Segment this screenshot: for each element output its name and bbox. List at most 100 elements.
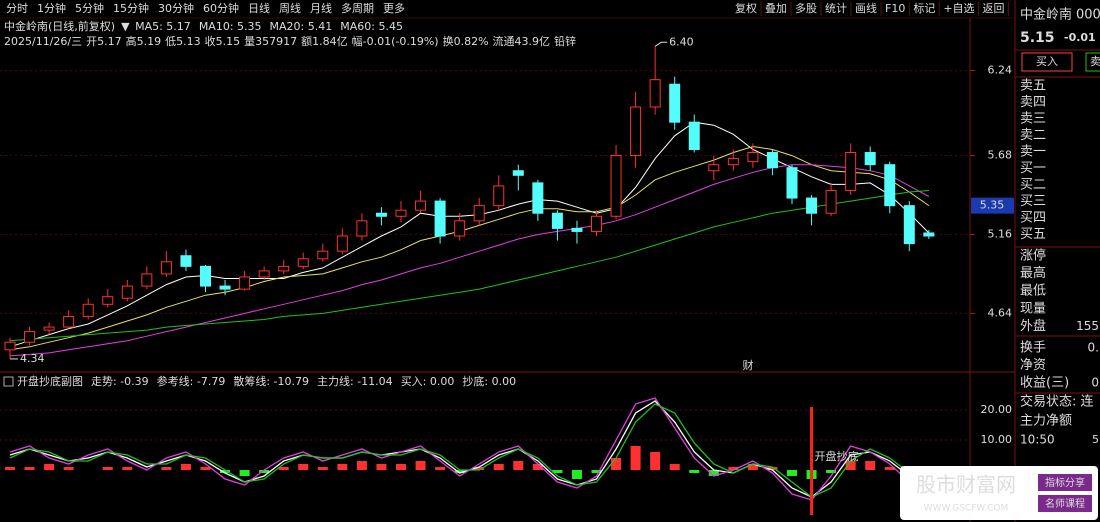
order-book-label: 买四 [1020, 211, 1046, 226]
legend-entry: 参考线: -7.79 [157, 374, 226, 388]
info-item: 收5.15 [205, 34, 241, 48]
candle-body [395, 209, 407, 217]
legend-entry: MA60: 5.45 [340, 20, 403, 33]
y-tick-label: 5.68 [988, 149, 1013, 162]
trade-status: 交易状态: 连 [1020, 394, 1094, 410]
histogram-bar [415, 461, 426, 470]
tab[interactable]: 5分钟 [75, 1, 104, 15]
toolbar-button[interactable]: 返回 [983, 2, 1005, 15]
toolbar-button[interactable]: 叠加 [765, 2, 787, 15]
candle-body [24, 331, 36, 343]
histogram-bar [122, 467, 133, 470]
candle-body [610, 155, 622, 217]
legend-entry: MA5: 5.17 [135, 20, 191, 33]
toolbar-button[interactable]: +自选 [943, 2, 974, 15]
histogram-bar [845, 461, 856, 470]
histogram-bar [884, 467, 895, 470]
tab[interactable]: 月线 [310, 1, 332, 15]
tab[interactable]: 多周期 [341, 1, 374, 15]
chart-title: 中金岭南(日线,前复权) [4, 19, 115, 33]
candle-body [102, 296, 114, 305]
histogram-bar [259, 470, 270, 473]
stock-code: 000 [1076, 8, 1100, 23]
order-book-label: 卖四 [1020, 95, 1046, 110]
y-tick-label: 10.00 [981, 433, 1013, 446]
histogram-bar [239, 470, 250, 476]
histogram-bar [493, 464, 504, 470]
candle-body [375, 212, 387, 217]
histogram-bar [5, 467, 15, 470]
candle-body [121, 285, 133, 299]
histogram-bar [552, 470, 563, 473]
buy-button[interactable]: 买入 [1036, 55, 1058, 68]
histogram-bar [474, 467, 485, 470]
toolbar-button[interactable]: F10 [885, 2, 905, 15]
event-marker: 财 [743, 358, 754, 372]
toolbar-button[interactable]: 统计 [825, 2, 847, 15]
histogram-bar [24, 467, 35, 470]
info-item: 流通43.9亿 [493, 34, 551, 48]
candle-body [493, 185, 505, 207]
y-tick-label: 4.64 [988, 306, 1013, 319]
high-pointer [654, 41, 668, 47]
histogram-bar [826, 470, 837, 473]
pane-icon [3, 376, 14, 387]
candle-body [786, 167, 798, 199]
order-book-label: 卖一 [1020, 145, 1046, 160]
histogram-bar [317, 467, 328, 470]
tab[interactable]: 分时 [6, 2, 28, 15]
legend-entry: 散筹线: -10.79 [233, 374, 309, 388]
tab[interactable]: 15分钟 [113, 1, 149, 15]
buy-button-frame[interactable] [1021, 52, 1073, 72]
sell-button[interactable]: 卖 [1090, 55, 1100, 68]
sell-button-frame[interactable] [1085, 52, 1100, 72]
candle-body [630, 106, 642, 157]
candle-body [923, 232, 935, 237]
watermark-title: 股市财富网 [916, 473, 1016, 497]
candle-body [688, 121, 700, 150]
toolbar-button[interactable]: 画线 [855, 1, 877, 15]
tab[interactable]: 周线 [279, 1, 301, 15]
info-item: 铅锌 [554, 34, 576, 48]
candle-body [649, 79, 661, 108]
histogram-bar [298, 464, 309, 470]
flow-label: 主力净额 [1020, 414, 1072, 429]
order-book-label: 买二 [1020, 178, 1046, 193]
tab[interactable]: 60分钟 [203, 1, 239, 15]
stat-label: 净资 [1020, 358, 1046, 373]
candle-body [571, 227, 583, 232]
info-item: 低5.13 [165, 35, 201, 48]
histogram-bar [591, 470, 602, 473]
candle-body [415, 200, 427, 211]
info-item: 2025/11/26/三 [4, 35, 82, 48]
high-label: 6.40 [669, 35, 694, 48]
time-value: 5 [1092, 433, 1099, 446]
candle-body [434, 200, 446, 237]
price-change: -0.01 [1064, 31, 1096, 44]
histogram-bar [611, 458, 622, 470]
legend-entry: MA10: 5.35 [199, 20, 262, 33]
candle-body [278, 265, 290, 272]
candle-body [4, 341, 16, 351]
candle-body [669, 83, 681, 123]
candle-body [473, 205, 485, 222]
histogram-bar [767, 467, 778, 470]
legend-entry: MA20: 5.41 [270, 20, 333, 33]
histogram-bar [571, 470, 582, 479]
tab[interactable]: 更多 [383, 1, 405, 15]
toolbar-button[interactable]: 多股 [795, 1, 817, 15]
candle-body [845, 152, 857, 191]
legend-entry: 走势: -0.39 [91, 375, 149, 388]
histogram-bar [747, 464, 758, 470]
last-price: 5.15 [1020, 30, 1055, 46]
toolbar-button[interactable]: 标记 [913, 1, 935, 15]
toolbar-button[interactable]: 复权 [735, 1, 757, 15]
histogram-bar [376, 464, 387, 470]
stat-value: 155 [1076, 319, 1099, 333]
tab[interactable]: 30分钟 [158, 1, 194, 15]
tab[interactable]: 日线 [248, 1, 270, 15]
candle-body [551, 212, 563, 229]
tab[interactable]: 1分钟 [37, 1, 66, 15]
histogram-bar [102, 467, 113, 470]
histogram-bar [200, 467, 211, 470]
